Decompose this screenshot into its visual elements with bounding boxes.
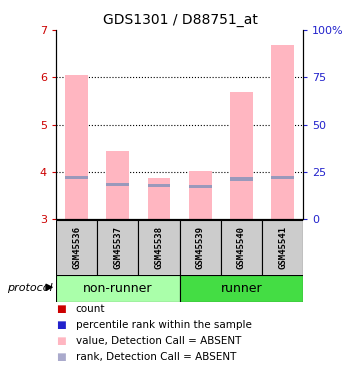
Text: rank, Detection Call = ABSENT: rank, Detection Call = ABSENT bbox=[76, 352, 236, 362]
Bar bbox=[138, 220, 180, 276]
Text: GDS1301 / D88751_at: GDS1301 / D88751_at bbox=[103, 13, 258, 27]
Text: value, Detection Call = ABSENT: value, Detection Call = ABSENT bbox=[76, 336, 241, 346]
Text: protocol: protocol bbox=[7, 283, 53, 293]
Text: runner: runner bbox=[221, 282, 262, 295]
Text: count: count bbox=[76, 304, 105, 314]
Bar bbox=[56, 275, 180, 302]
Text: GSM45541: GSM45541 bbox=[278, 226, 287, 269]
Bar bbox=[189, 171, 212, 219]
Bar bbox=[106, 183, 129, 186]
Text: ■: ■ bbox=[56, 336, 66, 346]
Text: ■: ■ bbox=[56, 304, 66, 314]
Bar bbox=[271, 176, 294, 179]
Bar bbox=[230, 92, 253, 219]
Text: GSM45536: GSM45536 bbox=[72, 226, 81, 269]
Bar bbox=[97, 220, 138, 276]
Text: non-runner: non-runner bbox=[83, 282, 153, 295]
Bar bbox=[221, 220, 262, 276]
Text: GSM45539: GSM45539 bbox=[196, 226, 205, 269]
Bar bbox=[56, 220, 97, 276]
Text: ■: ■ bbox=[56, 352, 66, 362]
Text: GSM45537: GSM45537 bbox=[113, 226, 122, 269]
Text: GSM45538: GSM45538 bbox=[155, 226, 164, 269]
Bar bbox=[189, 184, 212, 188]
Bar bbox=[106, 151, 129, 219]
Bar bbox=[262, 220, 303, 276]
Bar bbox=[148, 184, 170, 187]
Text: percentile rank within the sample: percentile rank within the sample bbox=[76, 320, 252, 330]
Bar bbox=[180, 220, 221, 276]
Text: ■: ■ bbox=[56, 320, 66, 330]
Bar bbox=[271, 45, 294, 219]
Bar bbox=[230, 177, 253, 181]
Text: GSM45540: GSM45540 bbox=[237, 226, 246, 269]
Bar bbox=[148, 178, 170, 219]
Bar bbox=[65, 75, 88, 219]
Bar bbox=[180, 275, 303, 302]
Bar bbox=[65, 176, 88, 179]
